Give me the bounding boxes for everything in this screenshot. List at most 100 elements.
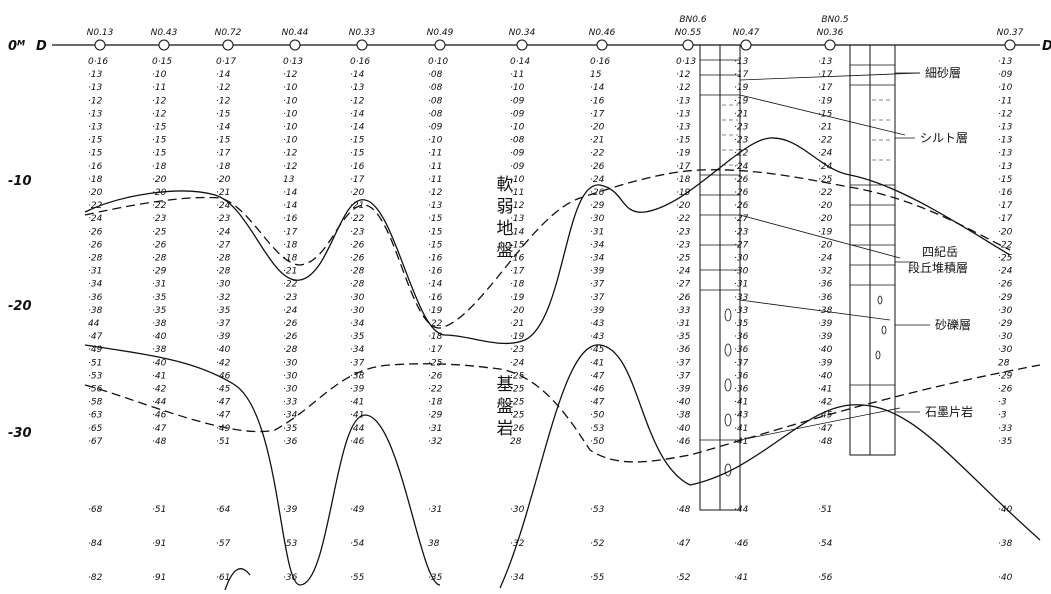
n-value: ·54 bbox=[350, 539, 365, 549]
n-value: ·12 bbox=[350, 96, 365, 106]
n-value: ·23 bbox=[734, 136, 749, 146]
n-value: ·45 bbox=[216, 385, 231, 395]
n-value: ·55 bbox=[350, 573, 365, 583]
n-value: ·20 bbox=[350, 188, 365, 198]
n-value: ·15 bbox=[428, 214, 443, 224]
n-value: ·47 bbox=[590, 398, 605, 408]
n-value: ·12 bbox=[216, 83, 231, 93]
n-value: ·09 bbox=[510, 96, 525, 106]
n-value: ·41 bbox=[734, 437, 748, 447]
n-value: ·17 bbox=[998, 214, 1013, 224]
column-marker bbox=[1005, 40, 1015, 50]
n-value: ·20 bbox=[998, 227, 1013, 237]
n-value: ·15 bbox=[216, 109, 231, 119]
n-value: ·10 bbox=[510, 83, 525, 93]
n-value: ·40 bbox=[676, 398, 691, 408]
column-label: N0.37 bbox=[997, 28, 1024, 38]
n-value: ·46 bbox=[216, 371, 231, 381]
column-label: N0.34 bbox=[509, 28, 536, 38]
n-value: ·24 bbox=[734, 162, 749, 172]
n-value: ·29 bbox=[998, 371, 1013, 381]
bedrock-label: 基盤岩 bbox=[497, 375, 514, 439]
n-value: ·23 bbox=[734, 227, 749, 237]
n-value: ·42 bbox=[216, 358, 231, 368]
column-label: N0.47 bbox=[733, 28, 760, 38]
n-value: 44 bbox=[88, 319, 100, 329]
n-value: ·53 bbox=[590, 424, 605, 434]
n-value: ·18 bbox=[88, 175, 103, 185]
n-value: ·22 bbox=[998, 240, 1013, 250]
n-value: ·43 bbox=[590, 319, 605, 329]
n-value: ·48 bbox=[152, 437, 167, 447]
depth-label: -30 bbox=[8, 426, 32, 441]
n-value: ·38 bbox=[152, 319, 167, 329]
n-value: ·39 bbox=[818, 332, 833, 342]
n-value: ·16 bbox=[590, 96, 605, 106]
n-value: ·17 bbox=[818, 70, 833, 80]
column-label: N0.44 bbox=[282, 28, 309, 38]
n-value: ·24 bbox=[216, 227, 231, 237]
n-value: ·31 bbox=[428, 424, 442, 434]
n-value: ·34 bbox=[350, 345, 365, 355]
n-value: ·41 bbox=[734, 398, 748, 408]
n-value: ·22 bbox=[734, 149, 749, 159]
n-value: ·17 bbox=[818, 83, 833, 93]
n-value: ·43 bbox=[590, 332, 605, 342]
n-value: ·12 bbox=[283, 70, 298, 80]
n-value: ·36 bbox=[734, 332, 749, 342]
n-value: ·18 bbox=[428, 332, 443, 342]
n-value: ·36 bbox=[88, 293, 103, 303]
n-value: ·41 bbox=[590, 358, 604, 368]
n-value: ·3 bbox=[998, 398, 1007, 408]
n-value: ·51 bbox=[152, 505, 166, 515]
n-value: ·28 bbox=[216, 254, 231, 264]
n-value: ·14 bbox=[350, 109, 365, 119]
n-value: ·24 bbox=[818, 254, 833, 264]
n-value: ·23 bbox=[734, 123, 749, 133]
borehole-label: BN0.6 bbox=[679, 15, 706, 25]
legend-label: 四紀岳 bbox=[922, 245, 958, 259]
n-value: ·41 bbox=[350, 411, 364, 421]
n-value: ·15 bbox=[152, 149, 167, 159]
n-value: ·30 bbox=[998, 345, 1013, 355]
n-value: ·40 bbox=[818, 371, 833, 381]
n-value: ·25 bbox=[818, 175, 833, 185]
n-value: ·39 bbox=[590, 267, 605, 277]
n-value: ·46 bbox=[350, 437, 365, 447]
n-value: ·39 bbox=[350, 385, 365, 395]
n-value: ·40 bbox=[152, 332, 167, 342]
n-value: ·09 bbox=[510, 149, 525, 159]
n-value: ·21 bbox=[734, 109, 748, 119]
n-value: ·47 bbox=[676, 539, 691, 549]
n-value: ·26 bbox=[734, 201, 749, 211]
n-value: ·34 bbox=[590, 254, 605, 264]
n-value: ·33 bbox=[734, 306, 749, 316]
n-value: ·22 bbox=[350, 214, 365, 224]
n-value: ·30 bbox=[283, 371, 298, 381]
n-value: ·13 bbox=[676, 123, 691, 133]
n-value: ·22 bbox=[428, 385, 443, 395]
n-value: ·36 bbox=[818, 280, 833, 290]
n-value: ·18 bbox=[428, 398, 443, 408]
n-value: ·26 bbox=[428, 371, 443, 381]
n-value: ·35 bbox=[152, 293, 167, 303]
n-value: ·19 bbox=[510, 332, 525, 342]
n-value: ·08 bbox=[428, 70, 443, 80]
n-value: ·09 bbox=[510, 109, 525, 119]
n-value: ·08 bbox=[428, 83, 443, 93]
n-value: ·22 bbox=[676, 214, 691, 224]
n-value: 13 bbox=[283, 175, 295, 185]
n-value: ·44 bbox=[734, 505, 749, 515]
n-value: ·24 bbox=[88, 214, 103, 224]
n-value: 15 bbox=[590, 70, 602, 80]
n-value: ·35 bbox=[676, 332, 691, 342]
n-value: ·30 bbox=[283, 385, 298, 395]
n-value: ·20 bbox=[676, 201, 691, 211]
n-value: ·33 bbox=[283, 398, 298, 408]
n-value: ·21 bbox=[818, 123, 832, 133]
n-value: ·25 bbox=[428, 358, 443, 368]
n-value: ·67 bbox=[88, 437, 103, 447]
column-marker bbox=[435, 40, 445, 50]
n-value: ·26 bbox=[88, 240, 103, 250]
n-value: ·33 bbox=[676, 306, 691, 316]
